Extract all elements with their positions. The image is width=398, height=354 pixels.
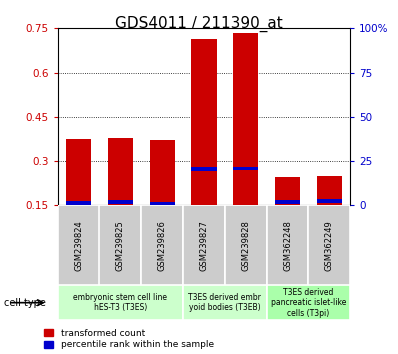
Bar (225, 205, 267, 285)
Text: cell type: cell type (4, 298, 46, 308)
Bar (275, 200, 300, 204)
Bar (150, 140, 175, 205)
Text: GSM362248: GSM362248 (283, 220, 292, 270)
Bar (66, 139, 91, 205)
Bar (233, 166, 258, 170)
Bar (267, 205, 308, 285)
Bar (150, 202, 175, 206)
Text: GSM239826: GSM239826 (158, 220, 167, 270)
Text: GSM239828: GSM239828 (241, 220, 250, 270)
Bar (267, 285, 350, 320)
Text: GSM239824: GSM239824 (74, 220, 83, 270)
Bar (308, 205, 350, 285)
Legend: transformed count, percentile rank within the sample: transformed count, percentile rank withi… (44, 329, 214, 349)
Bar (108, 200, 133, 204)
Text: GSM239827: GSM239827 (199, 220, 209, 270)
Bar (191, 167, 217, 171)
Text: T3ES derived embr
yoid bodies (T3EB): T3ES derived embr yoid bodies (T3EB) (188, 293, 261, 312)
Bar (317, 199, 342, 203)
Text: GDS4011 / 211390_at: GDS4011 / 211390_at (115, 16, 283, 32)
Bar (108, 138, 133, 205)
Text: embryonic stem cell line
hES-T3 (T3ES): embryonic stem cell line hES-T3 (T3ES) (73, 293, 168, 312)
Bar (233, 33, 258, 205)
Bar (141, 205, 183, 285)
Bar (191, 39, 217, 205)
Bar (275, 177, 300, 205)
Text: T3ES derived
pancreatic islet-like
cells (T3pi): T3ES derived pancreatic islet-like cells… (271, 288, 346, 318)
Bar (58, 285, 183, 320)
Bar (66, 201, 91, 205)
Bar (317, 176, 342, 205)
Bar (183, 285, 267, 320)
Text: GSM239825: GSM239825 (116, 220, 125, 270)
Bar (183, 205, 225, 285)
Bar (58, 205, 100, 285)
Text: GSM362249: GSM362249 (325, 220, 334, 270)
Bar (100, 205, 141, 285)
